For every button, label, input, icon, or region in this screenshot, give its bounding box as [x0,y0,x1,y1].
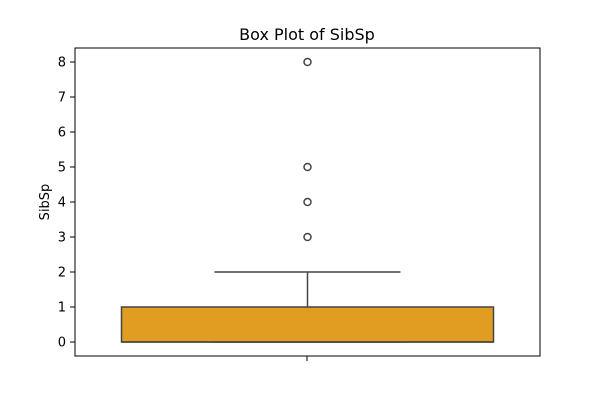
chart-title: Box Plot of SibSp [239,25,375,44]
y-tick-label-8: 8 [58,56,66,71]
y-tick-label-5: 5 [58,161,66,176]
y-axis-ticks: 0 1 2 3 4 5 6 7 8 [58,56,75,351]
y-tick-label-6: 6 [58,126,66,141]
box-plot-marks [120,57,495,343]
y-axis-label: SibSp [38,184,53,221]
y-tick-label-4: 4 [58,196,66,211]
y-tick-label-7: 7 [58,91,66,106]
outlier-point-8 [303,57,312,67]
outlier-point-4 [303,197,312,207]
outlier-point-3 [303,232,312,242]
iqr-box [120,306,495,343]
outlier-point-5 [303,162,312,172]
y-tick-label-2: 2 [58,266,66,281]
y-tick-label-1: 1 [58,301,66,316]
y-tick-label-3: 3 [58,231,66,246]
y-tick-label-0: 0 [58,336,66,351]
